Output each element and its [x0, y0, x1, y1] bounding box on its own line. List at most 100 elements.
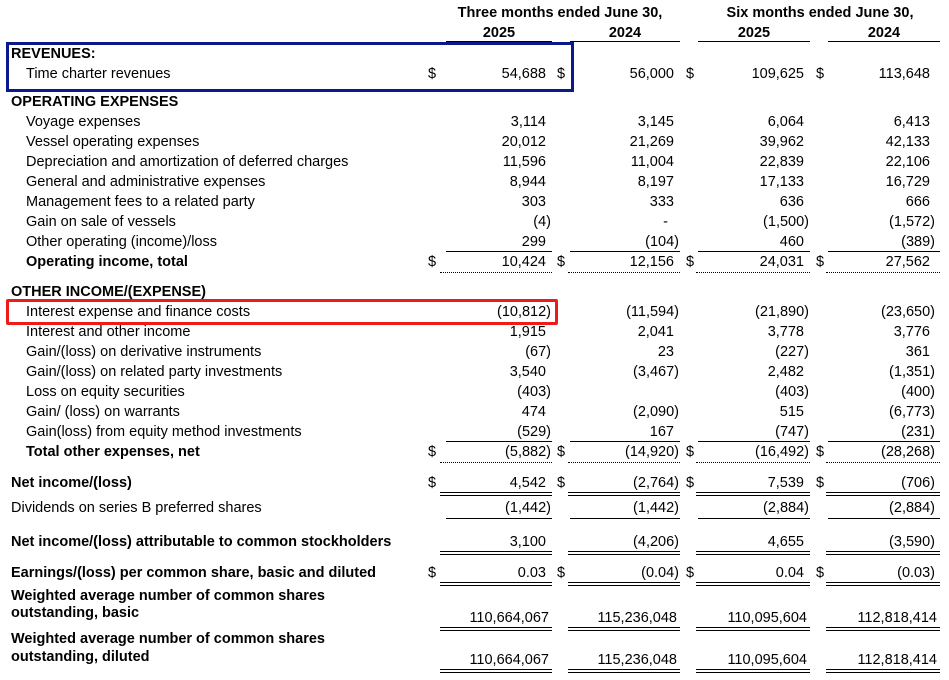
value-2025-h: (2,884) [763, 500, 809, 516]
double-rule [826, 582, 940, 586]
subtotal-rule [828, 251, 940, 252]
row-other-operating: Other operating (income)/loss 299 (104) … [0, 232, 949, 252]
row-related-party-investments: Gain/(loss) on related party investments… [0, 362, 949, 382]
subtotal-rule [570, 518, 680, 519]
value-2024-h: 3,776 [893, 324, 930, 340]
row-earnings-per-share: Earnings/(loss) per common share, basic … [0, 563, 949, 583]
value-2025-q: 20,012 [501, 134, 546, 150]
value-2025-h: 110,095,604 [727, 652, 807, 668]
value-2024-h: (23,650) [880, 304, 935, 320]
value-2024-q: 115,236,048 [597, 652, 677, 668]
dollar-sign: $ [428, 254, 437, 270]
value-2025-h: 109,625 [751, 66, 804, 82]
dollar-sign: $ [816, 66, 825, 82]
value-2025-q: 3,540 [509, 364, 546, 380]
value-2024-h: 112,818,414 [857, 652, 937, 668]
value-2024-q: (0.04) [641, 565, 679, 581]
dollar-sign: $ [686, 254, 695, 270]
row-label: Net income/(loss) [11, 475, 132, 491]
total-rule [440, 272, 552, 273]
row-label: Other operating (income)/loss [26, 234, 217, 250]
subtotal-rule [828, 441, 940, 442]
value-2025-q: 1,915 [509, 324, 546, 340]
header-year-2025-h: 2025 [698, 25, 810, 42]
row-label: Net income/(loss) attributable to common… [11, 534, 392, 550]
row-label: Voyage expenses [26, 114, 141, 130]
row-label: Gain(loss) from equity method investment… [26, 424, 302, 440]
row-label: General and administrative expenses [26, 174, 266, 190]
value-2024-q: 8,197 [637, 174, 674, 190]
value-2025-h: 7,539 [767, 475, 804, 491]
value-2024-q: 167 [649, 424, 674, 440]
row-gain-on-sale-of-vessels: Gain on sale of vessels (4) - (1,500) (1… [0, 212, 949, 232]
row-label: Depreciation and amortization of deferre… [26, 154, 349, 170]
dollar-sign: $ [816, 565, 825, 581]
dollar-sign: $ [428, 565, 437, 581]
row-label: Interest expense and finance costs [26, 304, 251, 320]
value-2025-q: (4) [533, 214, 551, 230]
row-vessel-operating-expenses: Vessel operating expenses 20,012 21,269 … [0, 132, 949, 152]
value-2024-q: (11,594) [626, 304, 679, 320]
value-2024-h: (706) [901, 475, 935, 491]
value-2024-h: 22,106 [885, 154, 930, 170]
value-2024-q: 23 [657, 344, 674, 360]
header-six-months: Six months ended June 30, [726, 5, 914, 21]
row-label: Gain/(loss) on related party investments [26, 364, 283, 380]
value-2024-h: 42,133 [885, 134, 930, 150]
value-2024-h: (0.03) [897, 565, 935, 581]
row-dividends-series-b: Dividends on series B preferred shares (… [0, 498, 949, 518]
row-weighted-basic: Weighted average number of common shares… [0, 588, 949, 628]
value-2025-h: 6,064 [767, 114, 804, 130]
dollar-sign: $ [557, 565, 566, 581]
value-2024-q: (2,090) [633, 404, 679, 420]
row-label: Management fees to a related party [26, 194, 255, 210]
value-2024-q: 11,004 [630, 154, 674, 170]
dollar-sign: $ [686, 66, 695, 82]
value-2025-q: 474 [521, 404, 546, 420]
double-rule [696, 492, 810, 496]
row-label: Weighted average number of common shares [11, 588, 325, 604]
subtotal-rule [446, 251, 552, 252]
value-2025-q: (403) [517, 384, 551, 400]
total-rule [568, 462, 680, 463]
double-rule [696, 627, 810, 631]
value-2025-q: 303 [521, 194, 546, 210]
double-rule [440, 582, 552, 586]
double-rule [568, 627, 680, 631]
total-rule [568, 272, 680, 273]
row-label: Loss on equity securities [26, 384, 185, 400]
dollar-sign: $ [428, 66, 437, 82]
dollar-sign: $ [557, 254, 566, 270]
value-2024-q: 21,269 [629, 134, 674, 150]
row-label-line2: outstanding, diluted [11, 649, 150, 665]
header-year-2025-q: 2025 [446, 25, 552, 42]
value-2025-q: 3,100 [509, 534, 546, 550]
subtotal-rule [698, 518, 810, 519]
double-rule [826, 627, 940, 631]
row-net-income-common: Net income/(loss) attributable to common… [0, 532, 949, 552]
subtotal-rule [570, 251, 680, 252]
row-label: Earnings/(loss) per common share, basic … [11, 565, 376, 581]
subtotal-rule [446, 441, 552, 442]
dollar-sign: $ [686, 444, 695, 460]
value-2025-h: (747) [775, 424, 809, 440]
value-2024-h: (3,590) [889, 534, 935, 550]
value-2025-h: 22,839 [759, 154, 804, 170]
value-2024-h: (1,351) [889, 364, 935, 380]
value-2024-q: (4,206) [633, 534, 679, 550]
value-2024-h: (2,884) [889, 500, 935, 516]
row-net-income: Net income/(loss) $ 4,542 $ (2,764) $ 7,… [0, 473, 949, 493]
value-2024-q: 12,156 [629, 254, 674, 270]
value-2024-h: 16,729 [885, 174, 930, 190]
value-2024-h: (28,268) [880, 444, 935, 460]
subtotal-rule [570, 441, 680, 442]
double-rule [826, 669, 940, 673]
row-label: Weighted average number of common shares [11, 631, 325, 647]
total-rule [826, 462, 940, 463]
value-2025-q: 110,664,067 [469, 610, 549, 626]
value-2024-q: 56,000 [629, 66, 674, 82]
value-2025-h: 2,482 [767, 364, 804, 380]
double-rule [696, 669, 810, 673]
value-2025-h: (403) [775, 384, 809, 400]
row-operating-income-total: Operating income, total $ 10,424 $ 12,15… [0, 252, 949, 272]
